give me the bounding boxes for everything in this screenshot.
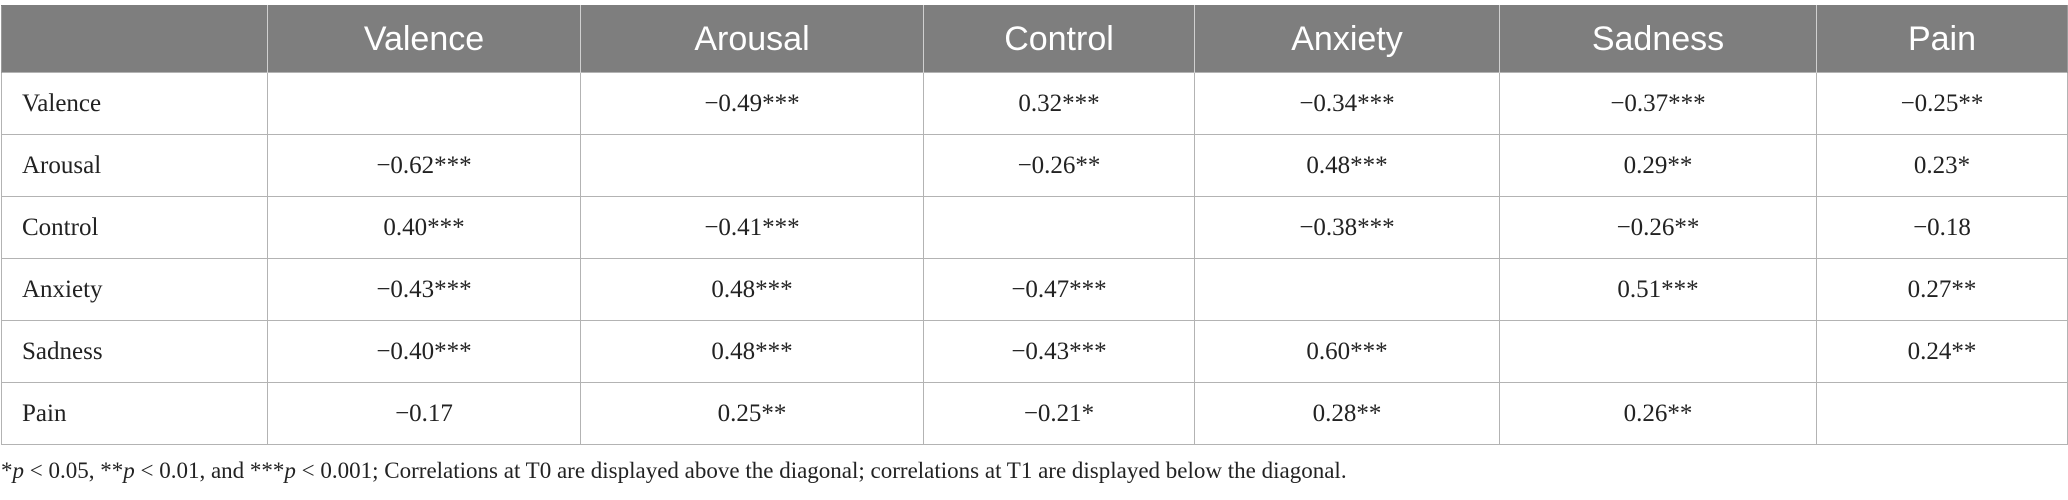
table-row: Pain −0.17 0.25** −0.21* 0.28** 0.26** xyxy=(1,382,2068,445)
table-cell xyxy=(923,196,1195,259)
table-cell: 0.48*** xyxy=(1194,134,1500,197)
table-cell: −0.41*** xyxy=(580,196,924,259)
header-cell-control: Control xyxy=(923,5,1195,73)
header-cell-arousal: Arousal xyxy=(580,5,924,73)
header-cell-corner xyxy=(1,5,268,73)
table-cell xyxy=(1194,258,1500,321)
row-label-valence: Valence xyxy=(1,72,268,135)
table-cell: −0.34*** xyxy=(1194,72,1500,135)
table-cell: 0.32*** xyxy=(923,72,1195,135)
table-cell: 0.25** xyxy=(580,382,924,445)
table-body: Valence −0.49*** 0.32*** −0.34*** −0.37*… xyxy=(1,72,2068,445)
table-cell: −0.43*** xyxy=(267,258,581,321)
table-cell: 0.48*** xyxy=(580,320,924,383)
footnote-threshold-2: < 0.01, and *** xyxy=(134,458,285,483)
table-row: Control 0.40*** −0.41*** −0.38*** −0.26*… xyxy=(1,196,2068,259)
header-cell-pain: Pain xyxy=(1816,5,2068,73)
row-label-control: Control xyxy=(1,196,268,259)
table-cell: −0.25** xyxy=(1816,72,2068,135)
table-header: Valence Arousal Control Anxiety Sadness … xyxy=(1,5,2068,73)
table-row: Anxiety −0.43*** 0.48*** −0.47*** 0.51**… xyxy=(1,258,2068,321)
table-row: Arousal −0.62*** −0.26** 0.48*** 0.29** … xyxy=(1,134,2068,197)
table-cell xyxy=(267,72,581,135)
row-label-sadness: Sadness xyxy=(1,320,268,383)
table-cell xyxy=(1816,382,2068,445)
table-cell: 0.28** xyxy=(1194,382,1500,445)
p-symbol: p xyxy=(123,458,135,483)
correlation-table-container: Valence Arousal Control Anxiety Sadness … xyxy=(0,5,2068,445)
table-cell xyxy=(1499,320,1817,383)
table-cell xyxy=(580,134,924,197)
header-cell-valence: Valence xyxy=(267,5,581,73)
header-cell-sadness: Sadness xyxy=(1499,5,1817,73)
table-footnote: *p < 0.05, **p < 0.01, and ***p < 0.001;… xyxy=(1,458,1347,484)
table-cell: 0.40*** xyxy=(267,196,581,259)
correlation-table: Valence Arousal Control Anxiety Sadness … xyxy=(1,5,2068,445)
table-cell: −0.40*** xyxy=(267,320,581,383)
table-cell: 0.24** xyxy=(1816,320,2068,383)
table-cell: 0.23* xyxy=(1816,134,2068,197)
row-label-pain: Pain xyxy=(1,382,268,445)
table-cell: 0.48*** xyxy=(580,258,924,321)
table-cell: −0.49*** xyxy=(580,72,924,135)
table-cell: −0.62*** xyxy=(267,134,581,197)
header-cell-anxiety: Anxiety xyxy=(1194,5,1500,73)
row-label-anxiety: Anxiety xyxy=(1,258,268,321)
footnote-star: * xyxy=(1,458,13,483)
table-cell: −0.37*** xyxy=(1499,72,1817,135)
table-cell: −0.21* xyxy=(923,382,1195,445)
table-cell: −0.38*** xyxy=(1194,196,1500,259)
table-cell: 0.26** xyxy=(1499,382,1817,445)
p-symbol: p xyxy=(284,458,296,483)
table-cell: 0.27** xyxy=(1816,258,2068,321)
table-cell: −0.26** xyxy=(1499,196,1817,259)
table-row: Sadness −0.40*** 0.48*** −0.43*** 0.60**… xyxy=(1,320,2068,383)
table-cell: 0.29** xyxy=(1499,134,1817,197)
row-label-arousal: Arousal xyxy=(1,134,268,197)
footnote-threshold-1: < 0.05, ** xyxy=(24,458,124,483)
footnote-description: < 0.001; Correlations at T0 are displaye… xyxy=(295,458,1347,483)
header-row: Valence Arousal Control Anxiety Sadness … xyxy=(1,5,2068,73)
table-cell: −0.26** xyxy=(923,134,1195,197)
table-cell: 0.60*** xyxy=(1194,320,1500,383)
table-cell: 0.51*** xyxy=(1499,258,1817,321)
table-cell: −0.43*** xyxy=(923,320,1195,383)
p-symbol: p xyxy=(12,458,25,483)
table-row: Valence −0.49*** 0.32*** −0.34*** −0.37*… xyxy=(1,72,2068,135)
table-cell: −0.17 xyxy=(267,382,581,445)
table-cell: −0.18 xyxy=(1816,196,2068,259)
table-cell: −0.47*** xyxy=(923,258,1195,321)
